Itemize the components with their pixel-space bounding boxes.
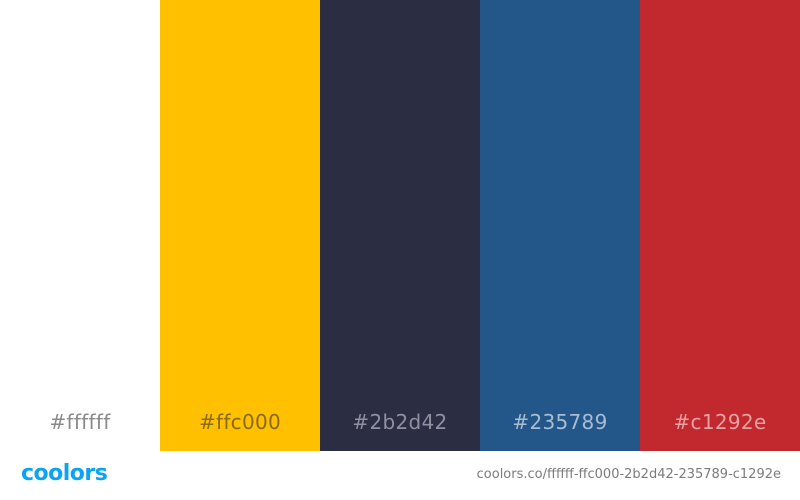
footer-bar: coolors coolors.co/ffffff-ffc000-2b2d42-… — [0, 451, 800, 500]
coolors-logo[interactable]: coolors — [21, 461, 108, 486]
palette-url[interactable]: coolors.co/ffffff-ffc000-2b2d42-235789-c… — [476, 467, 781, 482]
hex-label-2: #ffc000 — [198, 410, 282, 434]
color-swatch-1[interactable]: #ffffff — [0, 0, 160, 451]
color-swatch-2[interactable]: #ffc000 — [160, 0, 320, 451]
color-swatch-5[interactable]: #c1292e — [640, 0, 800, 451]
hex-label-5: #c1292e — [673, 410, 767, 434]
hex-label-1: #ffffff — [49, 410, 111, 434]
color-swatch-3[interactable]: #2b2d42 — [320, 0, 480, 451]
color-palette: #ffffff #ffc000 #2b2d42 #235789 #c1292e — [0, 0, 800, 451]
hex-label-4: #235789 — [512, 410, 608, 434]
hex-label-3: #2b2d42 — [352, 410, 448, 434]
color-swatch-4[interactable]: #235789 — [480, 0, 640, 451]
